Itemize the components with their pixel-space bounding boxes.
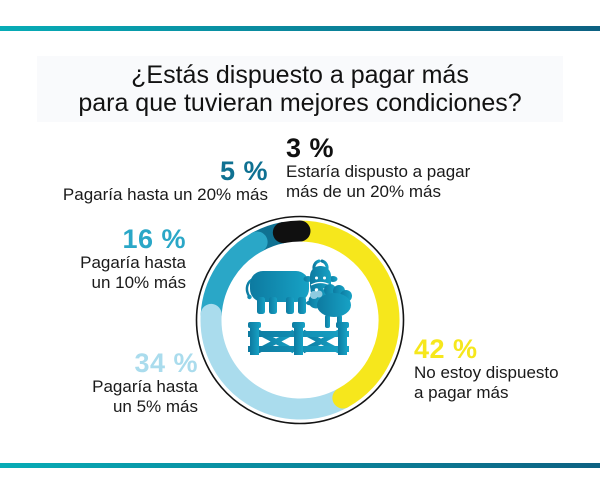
percent-label: No estoy dispuesto: [414, 363, 559, 382]
percent-label: un 5% más: [112, 397, 198, 416]
farm-animals-icon: [245, 259, 352, 355]
callout-mas-de-20: 3 % Estaría dispusto a pagar más de un 2…: [286, 134, 470, 202]
page-title-line1: ¿Estás dispuesto a pagar más: [131, 61, 469, 89]
callout-no-dispuesto: 42 % No estoy dispuesto a pagar más: [414, 335, 559, 403]
percent-label: Pagaría hasta: [80, 253, 186, 272]
callout-pagaria-hasta-10: 16 % Pagaría hasta un 10% más: [0, 225, 186, 293]
cow-icon: [245, 259, 338, 314]
sheep-icon: [306, 284, 352, 328]
percent-value: 34 %: [134, 348, 198, 378]
donut-segment: [200, 231, 268, 325]
accent-bar-bottom: [0, 463, 600, 468]
donut-ring: [200, 220, 400, 420]
percent-label: Pagaría hasta: [92, 377, 198, 396]
donut-chart: [195, 215, 405, 425]
percent-value: 5 %: [219, 156, 268, 186]
percent-label: un 10% más: [91, 273, 187, 292]
page-title-line2: para que tuvieran mejores condiciones?: [78, 89, 522, 117]
title-panel: ¿Estás dispuesto a pagar más para que tu…: [37, 56, 563, 122]
percent-value: 3 %: [286, 133, 335, 163]
donut-segment: [272, 220, 311, 244]
percent-label: Pagaría hasta un 20% más: [62, 185, 268, 204]
donut-segment: [289, 220, 400, 409]
callout-pagaria-hasta-5: 34 % Pagaría hasta un 5% más: [0, 349, 198, 417]
accent-bar-top: [0, 26, 600, 31]
percent-label: Estaría dispusto a pagar: [286, 162, 471, 181]
percent-value: 42 %: [414, 334, 478, 364]
donut-segment: [200, 303, 354, 420]
percent-value: 16 %: [122, 224, 186, 254]
fence-icon: [248, 322, 349, 355]
percent-label: más de un 20% más: [286, 182, 441, 201]
donut-outline-ring: [195, 215, 405, 425]
callout-pagaria-hasta-20: 5 % Pagaría hasta un 20% más: [20, 157, 268, 205]
percent-label: a pagar más: [414, 383, 509, 402]
